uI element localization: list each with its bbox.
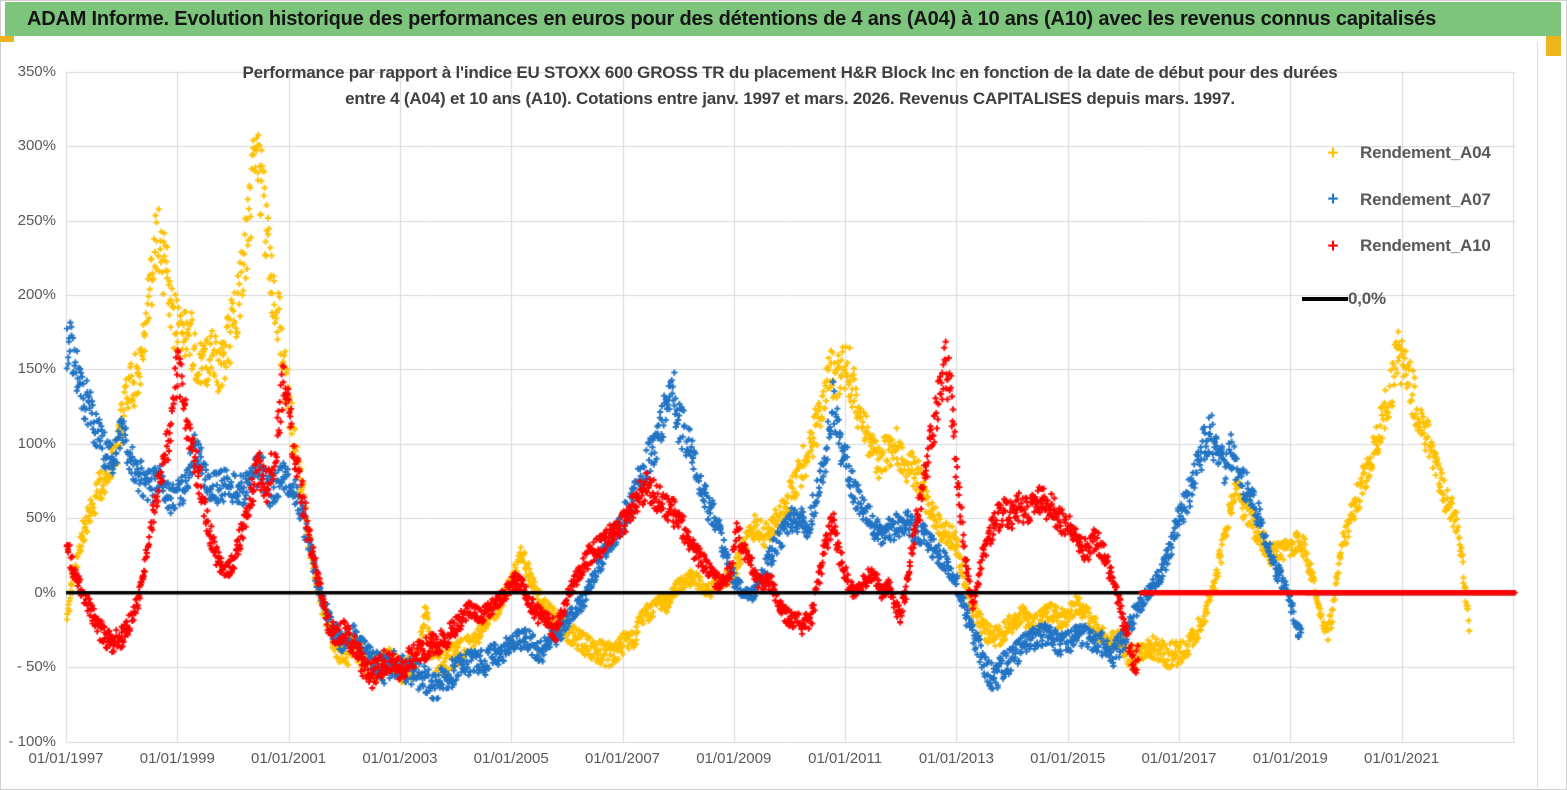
x-tick-label: 01/01/2021 (1364, 750, 1440, 767)
legend-label: Rendement_A10 (1360, 236, 1491, 256)
y-tick-label: 250% (17, 211, 56, 229)
legend-item-rendement-a04: + Rendement_A04 (1318, 138, 1491, 168)
y-tick-label: 350% (17, 62, 56, 80)
legend-label: Rendement_A04 (1360, 143, 1491, 162)
x-tick-label: 01/01/1997 (28, 750, 104, 767)
legend-item-rendement-a07: + Rendement_A07 (1318, 185, 1491, 215)
legend-item-rendement-a10: + Rendement_A10 (1318, 231, 1491, 261)
y-tick-label: 200% (17, 286, 56, 304)
y-tick-label: 100% (17, 434, 56, 452)
x-tick-label: 01/01/2001 (251, 750, 327, 767)
chart-title-line2: entre 4 (A04) et 10 ans (A10). Cotations… (345, 89, 1235, 108)
y-tick-label: - 100% (8, 732, 56, 750)
x-tick-label: 01/01/2013 (918, 750, 994, 767)
x-tick-label: 01/01/1999 (139, 750, 215, 767)
legend-plus-marker-icon: + (1327, 235, 1339, 257)
x-tick-label: 01/01/2017 (1141, 750, 1217, 767)
x-tick-label: 01/01/2005 (473, 750, 549, 767)
legend-line-swatch-icon (1302, 296, 1348, 301)
y-tick-label: - 50% (16, 658, 56, 676)
x-tick-label: 01/01/2007 (584, 750, 661, 767)
y-tick-label: 300% (17, 137, 56, 155)
y-tick-label: 150% (17, 360, 56, 378)
x-tick-label: 01/01/2009 (696, 750, 772, 767)
legend-label: 0,0% (1348, 288, 1386, 308)
x-tick-label: 01/01/2011 (808, 750, 883, 767)
y-tick-label: 0% (34, 583, 56, 601)
y-tick-label: 50% (25, 509, 56, 527)
legend-item-0-0-: 0,0% (1302, 284, 1386, 314)
legend-plus-marker-icon: + (1327, 189, 1339, 211)
chart-title-line1: Performance par rapport à l'indice EU ST… (242, 63, 1338, 82)
legend-plus-marker-icon: + (1327, 142, 1339, 164)
legend-label: Rendement_A07 (1360, 189, 1491, 209)
x-tick-label: 01/01/2019 (1252, 750, 1328, 767)
chart-title: Performance par rapport à l'indice EU ST… (150, 60, 1430, 112)
x-tick-label: 01/01/2015 (1030, 750, 1106, 767)
x-tick-label: 01/01/2003 (362, 750, 438, 767)
